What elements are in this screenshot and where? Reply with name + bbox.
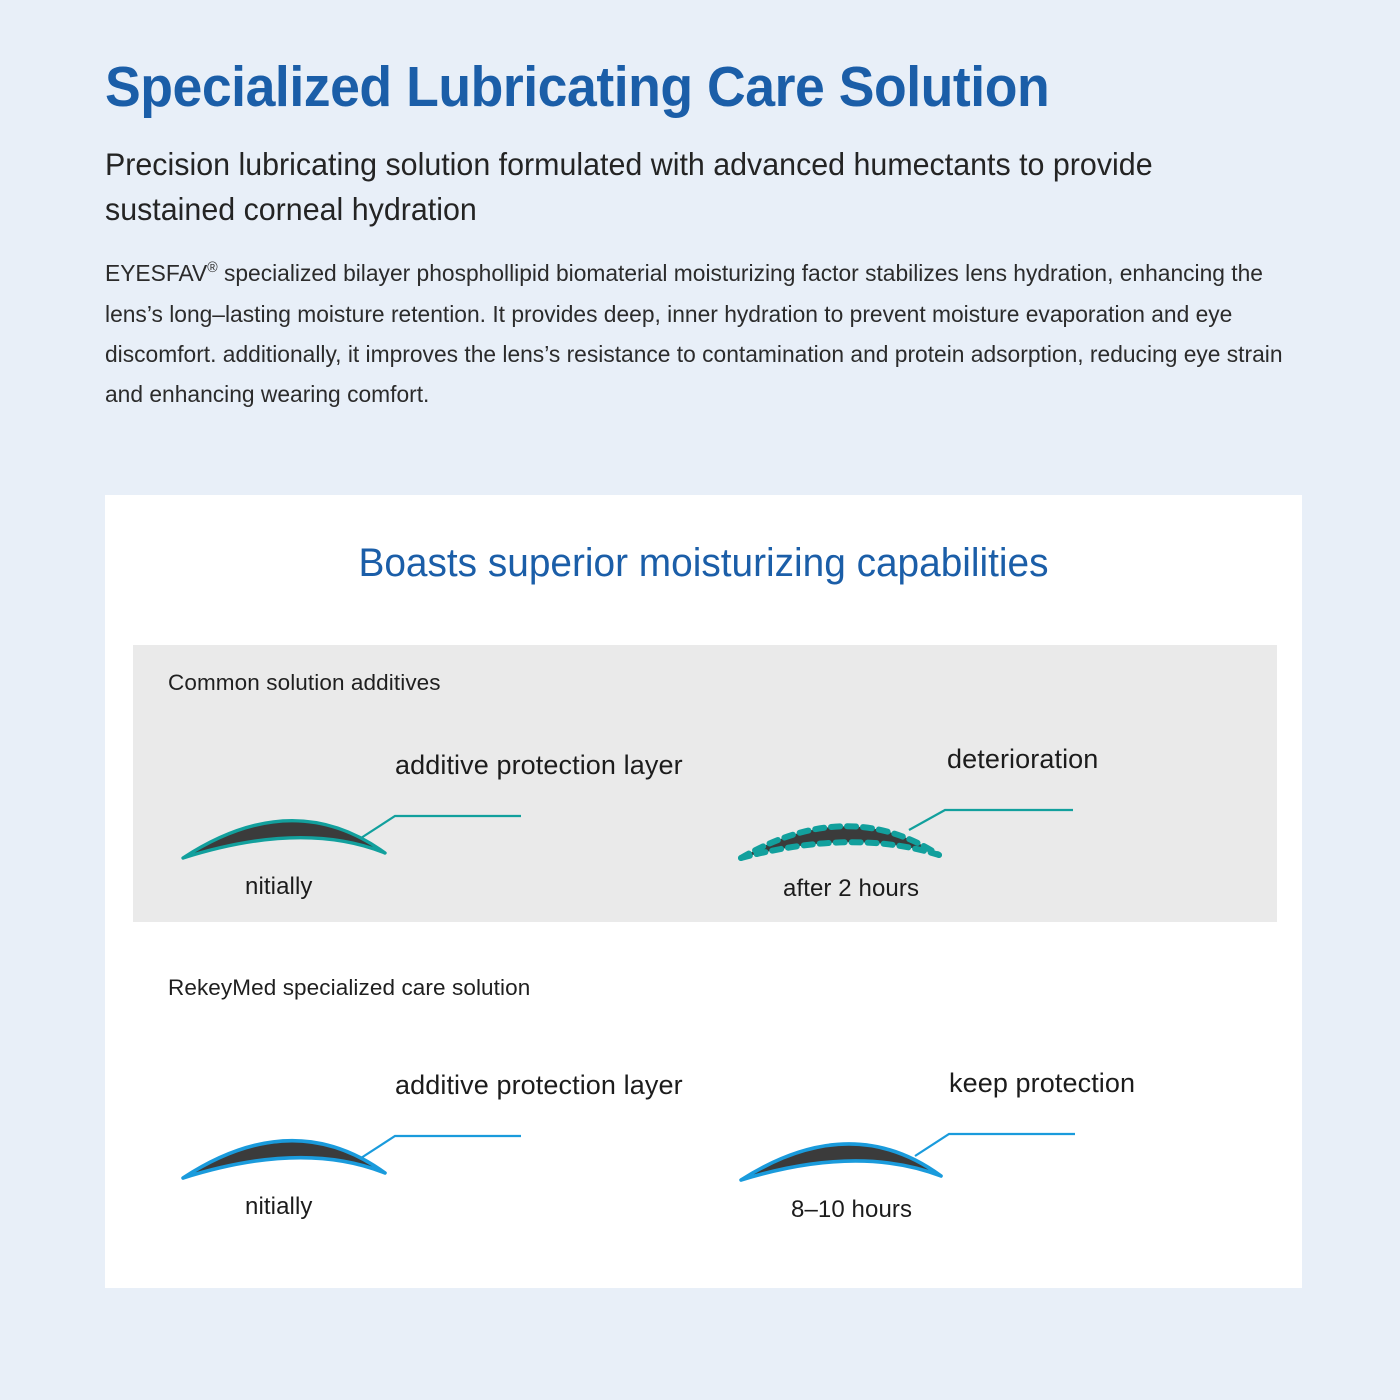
callout-label-deterioration: deterioration <box>947 744 1099 774</box>
panel-label-rekeymed-solution: RekeyMed specialized care solution <box>168 975 531 1000</box>
stage-label-after-2-hours: after 2 hours <box>783 875 920 902</box>
page-body-paragraph: EYESFAV® specialized bilayer phosphollip… <box>105 253 1284 415</box>
figure-rekeymed-initial: additive protection layer nitially <box>163 1030 703 1230</box>
lens-diagram-common-initial <box>181 814 521 860</box>
lens-outline-dashed-top-icon <box>738 823 942 861</box>
page-subtitle: Precision lubricating solution formulate… <box>105 145 1153 227</box>
body-copy: specialized bilayer phosphollipid biomat… <box>105 260 1283 408</box>
lens-diagram-rekeymed-initial <box>181 1134 521 1180</box>
panel-common-solution: Common solution additives additive prote… <box>133 645 1277 922</box>
callout-label-additive-protection-layer: additive protection layer <box>395 1070 683 1100</box>
lens-body-icon <box>739 1142 943 1182</box>
figure-common-initial: additive protection layer nitially <box>163 710 703 910</box>
stage-label-initially: nitially <box>245 1193 313 1220</box>
panel-rekeymed-solution: RekeyMed specialized care solution addit… <box>133 950 1277 1250</box>
figure-common-after-2-hours: deterioration after 2 hours <box>723 710 1263 910</box>
lens-diagram-common-after-2-hours <box>738 808 1073 861</box>
callout-leader-line-icon <box>360 814 521 839</box>
stage-label-initially: nitially <box>245 873 313 900</box>
figure-rekeymed-8-10-hours: keep protection 8–10 hours <box>723 1030 1263 1230</box>
comparison-card: Boasts superior moisturizing capabilitie… <box>105 495 1302 1288</box>
callout-leader-line-icon <box>908 808 1073 831</box>
lens-diagram-rekeymed-8-10-hours <box>739 1132 1075 1182</box>
brand-name: EYESFAV <box>105 260 208 287</box>
callout-leader-line-icon <box>360 1134 521 1159</box>
header-block: Specialized Lubricating Care Solution Pr… <box>105 55 1320 415</box>
callout-label-additive-protection-layer: additive protection layer <box>395 750 683 780</box>
callout-leader-line-icon <box>914 1132 1075 1157</box>
page-title: Specialized Lubricating Care Solution <box>105 55 1050 119</box>
stage-label-8-10-hours: 8–10 hours <box>791 1196 913 1223</box>
card-title: Boasts superior moisturizing capabilitie… <box>358 541 1049 585</box>
lens-body-icon <box>181 819 387 860</box>
lens-outline-dashed-bottom-icon <box>738 839 942 861</box>
callout-label-keep-protection: keep protection <box>949 1068 1136 1098</box>
registered-trademark-icon: ® <box>207 260 218 277</box>
lens-body-icon <box>181 1138 387 1180</box>
panel-label-common-solution: Common solution additives <box>168 670 441 695</box>
